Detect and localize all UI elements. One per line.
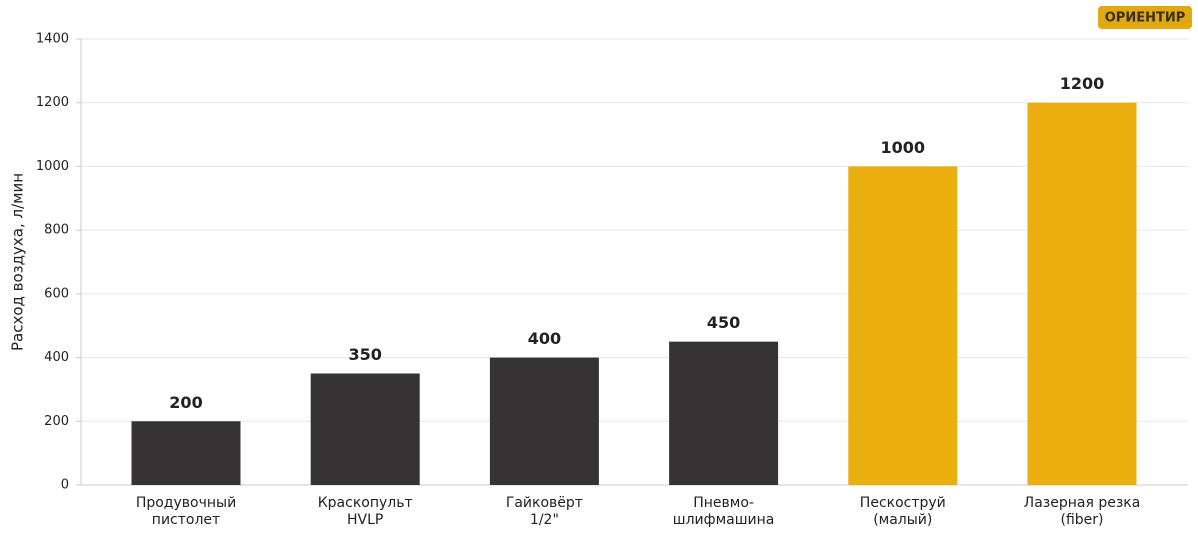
value-label: 1000 (881, 138, 926, 157)
bar (848, 166, 958, 485)
x-tick-label-line: пистолет (152, 512, 220, 528)
x-tick-label-line: Пневмо- (693, 495, 754, 511)
value-label: 1200 (1060, 74, 1105, 93)
x-tick-label-line: Гайковёрт (506, 495, 583, 511)
bar (310, 373, 420, 485)
bar (131, 421, 241, 485)
x-tick-label: Краскопульт HVLP (318, 495, 413, 528)
value-label: 450 (707, 313, 740, 332)
x-tick-label-line: 1/2" (530, 512, 559, 528)
x-tick-label-line: (малый) (873, 512, 932, 528)
x-tick-label-line: шлифмашина (673, 512, 775, 528)
bar (489, 357, 599, 485)
y-tick-label: 800 (44, 223, 69, 238)
y-tick-label: 1200 (36, 95, 69, 110)
value-label: 200 (169, 393, 202, 412)
x-tick-label-line: Продувочный (136, 495, 236, 511)
value-label: 350 (348, 345, 381, 364)
x-tick-label-line: Пескоструй (860, 495, 946, 511)
x-tick-label-line: Краскопульт (318, 495, 413, 511)
y-tick-label: 1000 (36, 159, 69, 174)
x-tick-label: Гайковёрт 1/2" (506, 495, 583, 528)
x-tick-label: Лазерная резка (fiber) (1024, 495, 1141, 528)
x-tick-label: Пескоструй (малый) (860, 495, 946, 528)
y-tick-label: 0 (61, 478, 69, 493)
badge (1098, 6, 1192, 29)
bar (1027, 102, 1137, 485)
value-label: 400 (528, 329, 561, 348)
y-tick-label: 200 (44, 414, 69, 429)
y-axis-label: Расход воздуха, л/мин (9, 173, 27, 351)
y-tick-label: 400 (44, 350, 69, 365)
x-tick-label-line: (fiber) (1061, 512, 1104, 528)
x-tick-label: Продувочный пистолет (136, 495, 236, 528)
badge-text: ОРИЕНТИР (1105, 11, 1186, 26)
y-tick-label: 1400 (36, 32, 69, 47)
x-tick-label: Пневмо-шлифмашина (673, 495, 775, 528)
x-tick-label-line: HVLP (347, 512, 383, 528)
y-tick-label: 600 (44, 286, 69, 301)
x-tick-label-line: Лазерная резка (1024, 495, 1141, 511)
bar (669, 341, 779, 485)
